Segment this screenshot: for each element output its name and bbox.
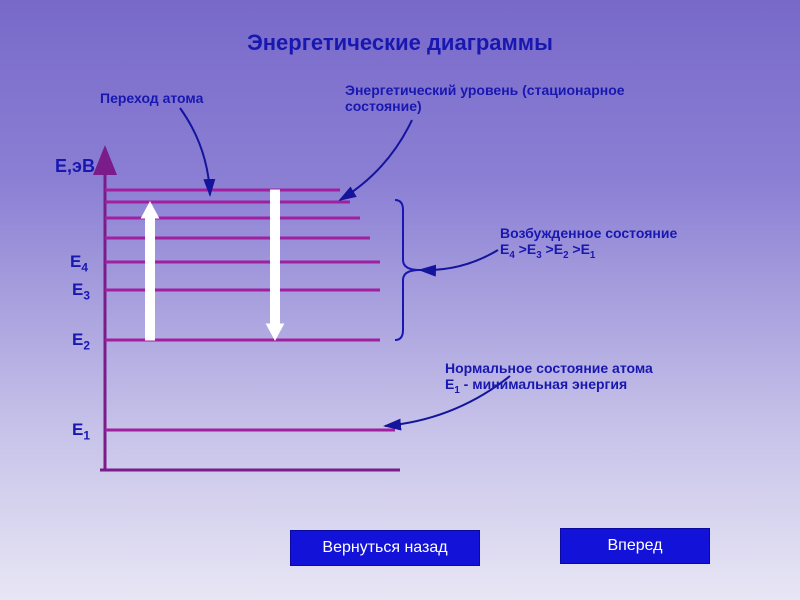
annotation-normal-line1: Нормальное состояние атома <box>445 360 653 376</box>
energy-diagram <box>0 0 800 600</box>
annotation-excited: Возбужденное состояние E4 >E3 >E2 >E1 <box>500 225 677 261</box>
forward-button[interactable]: Вперед <box>560 528 710 564</box>
back-button[interactable]: Вернуться назад <box>290 530 480 566</box>
level-label-E2: E2 <box>72 330 90 352</box>
annotation-excited-line1: Возбужденное состояние <box>500 225 677 241</box>
annotation-normal-line2: E1 - минимальная энергия <box>445 376 653 396</box>
level-label-E1: E1 <box>72 420 90 442</box>
annotation-normal: Нормальное состояние атома E1 - минималь… <box>445 360 653 396</box>
level-label-E4: E4 <box>70 252 88 274</box>
annotation-excited-line2: E4 >E3 >E2 >E1 <box>500 241 677 261</box>
level-label-E3: E3 <box>72 280 90 302</box>
